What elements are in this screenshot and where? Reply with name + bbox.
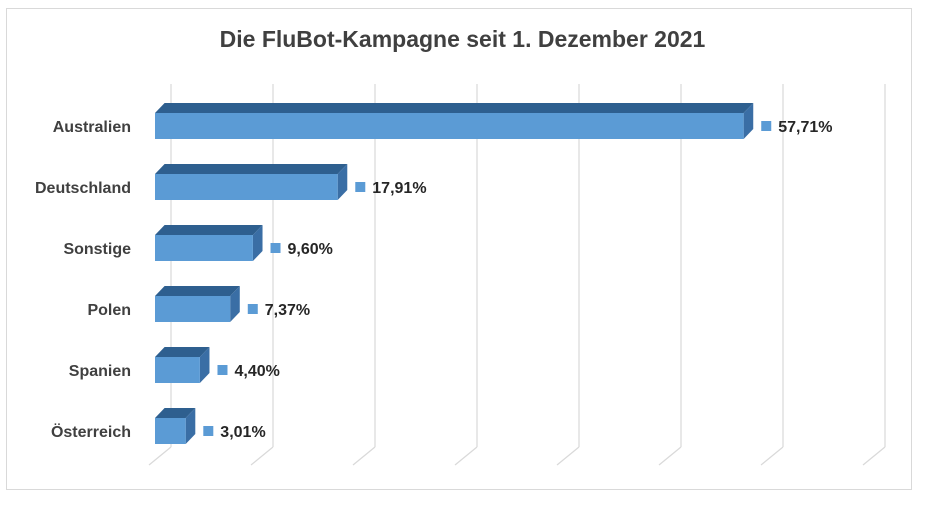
bar (155, 347, 210, 383)
legend-key (270, 243, 281, 253)
gridline-floor (352, 446, 376, 466)
bar-front (155, 235, 253, 261)
bar (155, 408, 196, 444)
bars (155, 103, 754, 444)
data-label: 4,40% (234, 363, 279, 380)
legend-key (355, 182, 366, 192)
bar-front (155, 418, 186, 444)
category-label: Polen (87, 302, 131, 319)
bar-top (155, 164, 348, 174)
bar-side (230, 286, 240, 322)
bar-front (155, 357, 200, 383)
chart-title: Die FluBot-Kampagne seit 1. Dezember 202… (219, 26, 706, 52)
category-label: Sonstige (63, 241, 131, 258)
category-label: Spanien (69, 363, 131, 380)
bar-side (743, 103, 754, 139)
category-label: Australien (53, 119, 131, 136)
gridline-floor (250, 446, 274, 466)
legend-key (217, 365, 228, 375)
gridline-floor (454, 446, 478, 466)
gridline-floor (148, 446, 172, 466)
bar-side (185, 408, 196, 444)
bar-front (155, 296, 231, 322)
bar-top (155, 347, 210, 357)
legend-key (761, 121, 772, 131)
bar-front (155, 174, 338, 200)
gridline-floor (658, 446, 682, 466)
gridline-floor (556, 446, 580, 466)
bar (155, 286, 240, 322)
gridlines (148, 84, 886, 466)
bar-side (199, 347, 210, 383)
labels: Australien 57,71% Deutschland 17,91% Sonstig… (35, 119, 833, 441)
data-label: 17,91% (372, 180, 426, 197)
bar-top (155, 103, 754, 113)
data-label: 7,37% (265, 302, 310, 319)
bar-top (155, 225, 263, 235)
gridline-floor (862, 446, 886, 466)
bar (155, 103, 754, 139)
data-label: 9,60% (288, 241, 333, 258)
data-label: 57,71% (778, 119, 832, 136)
legend-key (203, 426, 214, 436)
bar (155, 225, 263, 261)
gridline-floor (760, 446, 784, 466)
bar-side (252, 225, 263, 261)
bar-front (155, 113, 744, 139)
bar (155, 164, 348, 200)
legend-key (247, 304, 258, 314)
data-label: 3,01% (220, 424, 265, 441)
category-label: Österreich (51, 422, 131, 441)
category-label: Deutschland (35, 180, 131, 197)
bar-top (155, 408, 196, 418)
bar-side (337, 164, 348, 200)
bar-top (155, 286, 240, 296)
